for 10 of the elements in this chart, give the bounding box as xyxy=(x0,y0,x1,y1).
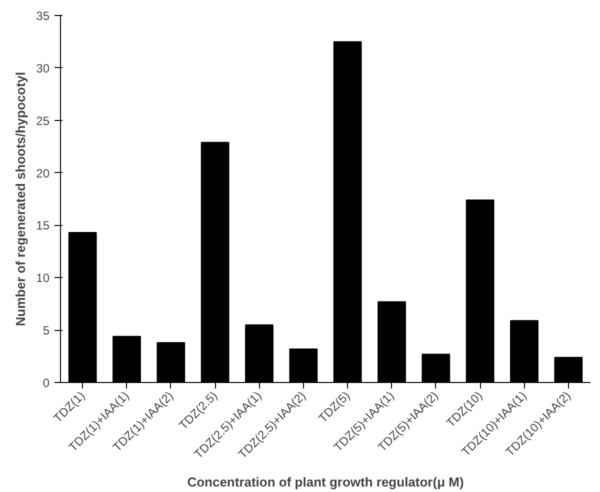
y-tick-label: 0 xyxy=(42,376,50,390)
y-axis-title: Number of regenerated shoots/hypocotyl xyxy=(13,72,28,326)
y-tick-label: 30 xyxy=(36,61,50,76)
y-tick-label: 25 xyxy=(36,114,50,128)
y-tick-label: 15 xyxy=(36,218,50,233)
y-tick-label: 5 xyxy=(42,324,50,338)
y-tick-label: 35 xyxy=(36,9,50,23)
x-axis-title: Concentration of plant growth regulator(μ M) xyxy=(187,474,464,490)
y-tick-label: 10 xyxy=(36,271,50,286)
y-tick-label: 20 xyxy=(36,166,50,180)
